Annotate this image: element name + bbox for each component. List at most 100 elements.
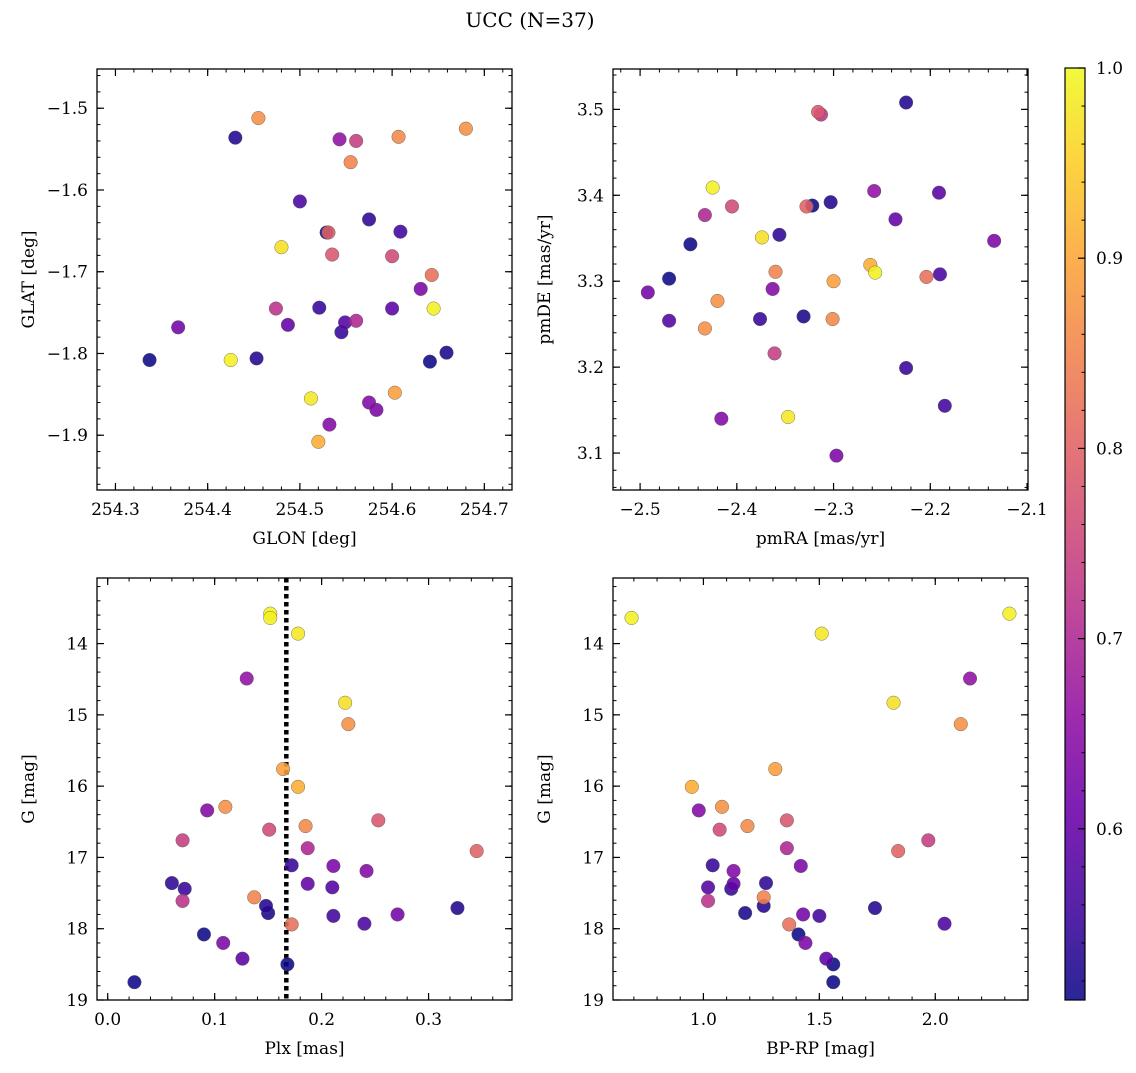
y-axis-label: G [mag] — [19, 754, 39, 823]
star-point — [886, 695, 901, 710]
x-tick-label: 254.5 — [276, 500, 325, 520]
star-point — [458, 121, 473, 136]
x-tick-label: −2.1 — [1006, 500, 1047, 520]
star-point — [740, 819, 755, 834]
star-point — [812, 908, 827, 923]
y-tick-label: 3.1 — [577, 444, 604, 464]
plot-frame — [96, 68, 513, 491]
y-tick-label: 3.4 — [577, 186, 604, 206]
x-tick-label: −2.5 — [619, 500, 660, 520]
star-point — [714, 411, 729, 426]
y-tick-label: −1.5 — [47, 99, 88, 119]
y-tick-label: 16 — [582, 777, 604, 797]
star-point — [303, 391, 318, 406]
star-point — [823, 195, 838, 210]
star-point — [799, 199, 814, 214]
star-point — [697, 208, 712, 223]
star-point — [175, 833, 190, 848]
star-point — [705, 180, 720, 195]
star-point — [450, 901, 465, 916]
star-point — [726, 863, 741, 878]
star-point — [357, 916, 372, 931]
star-point — [325, 880, 340, 895]
colorbar-tick-label: 0.7 — [1096, 630, 1123, 650]
star-point — [268, 301, 283, 316]
star-point — [987, 233, 1002, 248]
y-tick-label: −1.9 — [47, 426, 88, 446]
star-point — [422, 354, 437, 369]
star-point — [284, 917, 299, 932]
star-point — [1002, 606, 1017, 621]
star-point — [426, 301, 441, 316]
star-point — [332, 132, 347, 147]
star-point — [326, 908, 341, 923]
star-point — [798, 935, 813, 950]
colorbar-gradient — [1064, 67, 1086, 1001]
star-point — [349, 133, 364, 148]
colorbar-tick-label: 0.8 — [1096, 439, 1123, 459]
y-tick-label: 17 — [66, 848, 88, 868]
y-tick-label: 15 — [582, 706, 604, 726]
star-point — [291, 779, 306, 794]
panel-pm: −2.5 −2.4 −2.3 −2.2 −2.1 3.1 3.2 3.3 3.4 3.5 pmRA … — [535, 68, 1048, 549]
star-point — [624, 610, 639, 625]
star-point — [171, 320, 186, 335]
star-point — [937, 916, 952, 931]
star-point — [274, 240, 289, 255]
star-point — [228, 130, 243, 145]
y-tick-label: 18 — [66, 920, 88, 940]
plot-frame — [612, 577, 1029, 1001]
y-tick-label: 14 — [582, 635, 604, 655]
star-point — [772, 227, 787, 242]
star-point — [312, 300, 327, 315]
star-point — [691, 803, 706, 818]
y-tick-label: 18 — [582, 920, 604, 940]
star-point — [439, 345, 454, 360]
star-point — [662, 313, 677, 328]
star-point — [371, 813, 386, 828]
y-tick-label: −1.6 — [47, 181, 88, 201]
x-tick-label: 2.0 — [922, 1010, 949, 1030]
star-point — [175, 893, 190, 908]
star-point — [322, 417, 337, 432]
y-tick-label: 3.2 — [577, 358, 604, 378]
star-point — [391, 129, 406, 144]
star-point — [899, 95, 914, 110]
star-point — [321, 225, 336, 240]
y-tick-label: 19 — [66, 991, 88, 1011]
star-point — [705, 858, 720, 873]
star-point — [393, 224, 408, 239]
star-point — [712, 822, 727, 837]
panel-cmd: 1.0 1.5 2.0 14 15 16 17 18 19 BP-RP [mag] G [mag] — [535, 577, 1029, 1059]
star-point — [284, 858, 299, 873]
y-axis-label: pmDE [mas/yr] — [535, 214, 555, 344]
star-point — [424, 268, 439, 283]
star-point — [710, 293, 725, 308]
star-point — [263, 610, 278, 625]
star-point — [349, 313, 364, 328]
star-point — [701, 893, 716, 908]
star-point — [684, 779, 699, 794]
y-tick-label: 3.5 — [577, 100, 604, 120]
star-point — [891, 844, 906, 859]
star-point — [216, 935, 231, 950]
star-point — [768, 264, 783, 279]
x-axis-label: Plx [mas] — [264, 1039, 344, 1059]
star-point — [338, 695, 353, 710]
star-point — [796, 309, 811, 324]
colorbar-tick-label: 1.0 — [1096, 59, 1123, 79]
star-point — [385, 301, 400, 316]
star-point — [387, 385, 402, 400]
y-tick-label: 17 — [582, 848, 604, 868]
star-point — [779, 841, 794, 856]
star-point — [390, 907, 405, 922]
colorbar-tick-label: 0.9 — [1096, 249, 1123, 269]
panel-plx-g: 0.0 0.1 0.2 0.3 14 15 16 17 18 19 Plx [mas] G [mag] — [19, 577, 513, 1059]
x-tick-label: 254.6 — [368, 500, 417, 520]
figure-title: UCC (N=37) — [465, 8, 594, 32]
star-point — [640, 285, 655, 300]
star-point — [825, 312, 840, 327]
star-point — [868, 265, 883, 280]
x-tick-label: 1.0 — [690, 1010, 717, 1030]
